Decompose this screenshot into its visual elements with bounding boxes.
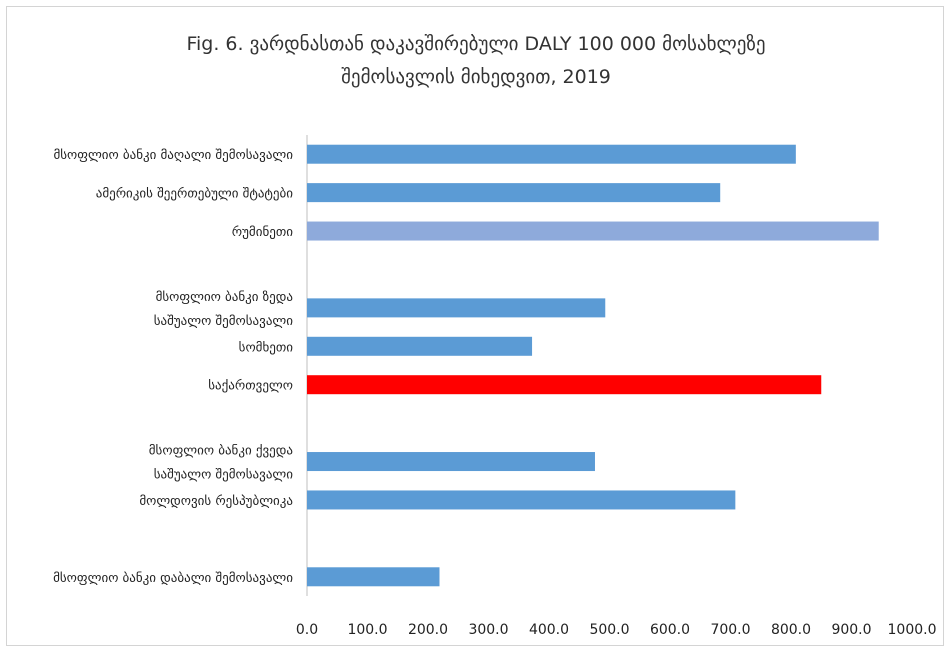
bar-1 bbox=[307, 183, 721, 203]
category-label-8-1: საშუალო შემოსავალი bbox=[154, 468, 294, 483]
x-tick-label-8: 800.0 bbox=[771, 622, 811, 638]
bar-2 bbox=[307, 221, 879, 241]
category-label-9-0: მოლდოვის რესპუბლიკა bbox=[139, 494, 293, 509]
bar-4 bbox=[307, 298, 606, 318]
x-tick-label-3: 300.0 bbox=[468, 622, 508, 638]
category-label-8-0: მსოფლიო ბანკი ქვედა bbox=[149, 444, 293, 459]
bar-0 bbox=[307, 144, 796, 164]
x-tick-label-4: 400.0 bbox=[529, 622, 569, 638]
x-tick-label-5: 500.0 bbox=[589, 622, 629, 638]
chart-title-line-1: Fig. 6. ვარდნასთან დაკავშირებული DALY 10… bbox=[186, 33, 766, 55]
bar-6 bbox=[307, 375, 822, 395]
x-tick-label-9: 900.0 bbox=[831, 622, 871, 638]
x-tick-label-1: 100.0 bbox=[347, 622, 387, 638]
category-label-4-0: მსოფლიო ბანკი ზედა bbox=[156, 290, 293, 305]
category-label-0-0: მსოფლიო ბანკი მაღალი შემოსავალი bbox=[53, 148, 293, 163]
category-label-5-0: სომხეთი bbox=[239, 340, 294, 355]
category-label-2-0: რუმინეთი bbox=[232, 225, 293, 240]
bar-5 bbox=[307, 336, 533, 356]
chart-title-line-2: შემოსავლის მიხედვით, 2019 bbox=[341, 66, 611, 88]
chart-frame bbox=[6, 6, 944, 646]
x-tick-label-7: 700.0 bbox=[710, 622, 750, 638]
category-label-4-1: საშუალო შემოსავალი bbox=[154, 314, 294, 329]
category-label-1-0: ამერიკის შეერთებული შტატები bbox=[96, 187, 294, 202]
x-tick-label-2: 200.0 bbox=[408, 622, 448, 638]
x-tick-label-10: 1000.0 bbox=[888, 622, 937, 638]
category-label-6-0: საქართველო bbox=[208, 379, 293, 394]
chart-title: Fig. 6. ვარდნასთან დაკავშირებული DALY 10… bbox=[0, 28, 952, 94]
x-tick-label-0: 0.0 bbox=[296, 622, 318, 638]
bar-9 bbox=[307, 490, 736, 510]
x-tick-label-6: 600.0 bbox=[650, 622, 690, 638]
category-label-11-0: მსოფლიო ბანკი დაბალი შემოსავალი bbox=[53, 571, 293, 586]
bar-11 bbox=[307, 567, 440, 587]
bar-8 bbox=[307, 452, 595, 472]
